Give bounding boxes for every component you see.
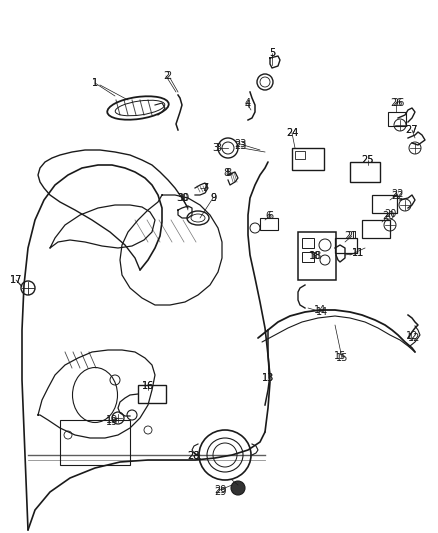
Text: 15: 15 <box>336 353 348 363</box>
Text: 20: 20 <box>382 211 394 221</box>
Text: 20: 20 <box>384 209 396 219</box>
Text: 27: 27 <box>406 125 418 135</box>
Text: 23: 23 <box>234 139 246 149</box>
Text: 23: 23 <box>234 141 246 151</box>
Text: 29: 29 <box>214 487 226 497</box>
Text: 3: 3 <box>212 143 218 153</box>
Bar <box>302 238 314 248</box>
Text: 14: 14 <box>314 305 326 315</box>
Bar <box>388 112 406 126</box>
Text: 21: 21 <box>346 231 358 241</box>
Text: 11: 11 <box>352 248 364 258</box>
Text: 12: 12 <box>408 333 420 343</box>
Bar <box>60 420 130 465</box>
Text: 2: 2 <box>163 71 169 81</box>
Text: 24: 24 <box>286 128 298 138</box>
Text: 22: 22 <box>392 191 404 201</box>
Text: 16: 16 <box>142 381 154 391</box>
Text: 4: 4 <box>245 98 251 108</box>
Text: 14: 14 <box>316 307 328 317</box>
Text: 28: 28 <box>187 451 199 461</box>
Text: 13: 13 <box>262 373 274 383</box>
Text: 18: 18 <box>309 251 321 261</box>
Text: 7: 7 <box>202 183 208 193</box>
Text: 30: 30 <box>176 193 188 203</box>
Text: 5: 5 <box>269 48 275 58</box>
Bar <box>302 252 314 262</box>
Text: 17: 17 <box>10 275 22 285</box>
Bar <box>362 220 390 238</box>
Bar <box>138 385 166 403</box>
Text: 4: 4 <box>245 100 251 110</box>
Text: 1: 1 <box>92 78 98 88</box>
Bar <box>292 148 324 170</box>
Text: 7: 7 <box>201 183 207 193</box>
Text: 30: 30 <box>177 193 189 203</box>
Text: 16: 16 <box>142 381 154 391</box>
Text: 17: 17 <box>10 275 22 285</box>
Text: 19: 19 <box>106 417 118 427</box>
Text: 27: 27 <box>406 125 418 135</box>
Text: 5: 5 <box>269 48 275 58</box>
Text: 1: 1 <box>92 78 98 88</box>
Bar <box>335 238 357 253</box>
Text: 26: 26 <box>390 98 402 108</box>
Text: 24: 24 <box>286 128 298 138</box>
Text: 6: 6 <box>267 211 273 221</box>
Text: 11: 11 <box>352 248 364 258</box>
Text: 29: 29 <box>214 485 226 495</box>
Text: 18: 18 <box>310 251 322 261</box>
Bar <box>350 162 380 182</box>
Text: 9: 9 <box>210 193 216 203</box>
Text: 22: 22 <box>392 189 404 199</box>
Text: 8: 8 <box>223 168 229 178</box>
Circle shape <box>231 481 245 495</box>
Text: 21: 21 <box>344 231 356 241</box>
Text: 25: 25 <box>362 155 374 165</box>
Bar <box>298 232 336 280</box>
Bar <box>372 195 397 213</box>
Text: 12: 12 <box>406 331 418 341</box>
Text: 3: 3 <box>215 143 221 153</box>
Text: 9: 9 <box>210 193 216 203</box>
Text: 2: 2 <box>165 71 171 81</box>
Bar <box>295 151 305 159</box>
Text: 13: 13 <box>262 373 274 383</box>
Text: 19: 19 <box>106 415 118 425</box>
Text: 26: 26 <box>392 98 404 108</box>
Text: 25: 25 <box>362 155 374 165</box>
Text: 6: 6 <box>265 211 271 221</box>
Bar <box>260 218 278 230</box>
Text: 8: 8 <box>225 168 231 178</box>
Text: 15: 15 <box>334 351 346 361</box>
Text: 28: 28 <box>187 451 199 461</box>
